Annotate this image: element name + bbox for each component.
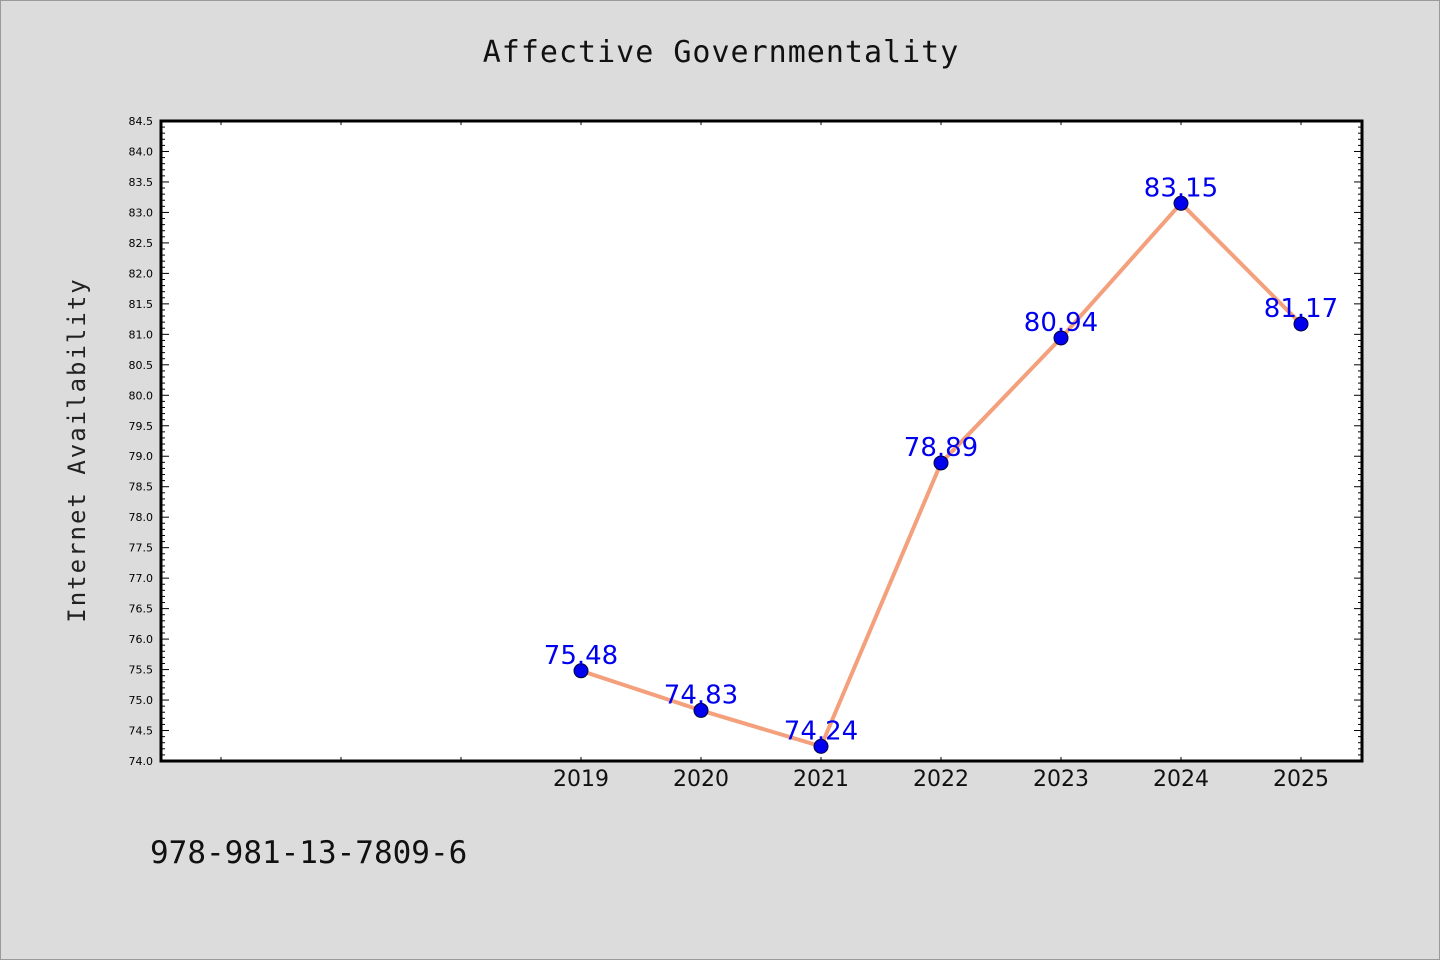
data-label: 74.83: [664, 680, 738, 710]
data-label: 78.89: [904, 433, 978, 463]
y-tick-label: 82.5: [129, 237, 154, 250]
x-tick-label: 2020: [673, 767, 729, 792]
data-label: 75.48: [544, 641, 618, 671]
y-tick-label: 77.5: [129, 542, 154, 555]
x-tick-label: 2021: [793, 767, 849, 792]
footer-code: 978-981-13-7809-6: [150, 835, 468, 871]
y-tick-label: 79.5: [129, 420, 154, 433]
data-point: [813, 738, 829, 754]
y-tick-label: 84.5: [129, 115, 154, 128]
y-tick-label: 77.0: [129, 572, 154, 585]
y-tick-label: 78.0: [129, 511, 154, 524]
x-tick-label: 2025: [1273, 767, 1329, 792]
y-tick-label: 74.0: [129, 755, 154, 768]
y-tick-label: 75.0: [129, 694, 154, 707]
y-tick-label: 84.0: [129, 145, 154, 158]
y-tick-label: 75.5: [129, 664, 154, 677]
y-tick-label: 81.5: [129, 298, 154, 311]
data-label: 83.15: [1144, 173, 1218, 203]
data-point: [933, 455, 949, 471]
chart-title: Affective Governmentality: [482, 35, 960, 70]
y-tick-label: 78.5: [129, 481, 154, 494]
plot-area: [161, 121, 1362, 761]
data-point: [573, 663, 589, 679]
y-tick-label: 80.5: [129, 359, 154, 372]
y-tick-label: 80.0: [129, 389, 154, 402]
x-tick-label: 2023: [1033, 767, 1089, 792]
y-tick-label: 83.5: [129, 176, 154, 189]
x-tick-label: 2019: [553, 767, 609, 792]
data-label: 81.17: [1264, 294, 1338, 324]
data-point: [1053, 330, 1069, 346]
y-tick-label: 81.0: [129, 328, 154, 341]
data-point: [1293, 316, 1309, 332]
y-tick-label: 82.0: [129, 267, 154, 280]
data-label: 74.24: [784, 716, 858, 746]
x-tick-label: 2022: [913, 767, 969, 792]
data-point: [693, 702, 709, 718]
y-tick-label: 79.0: [129, 450, 154, 463]
plot-frame: [159, 119, 1364, 763]
y-tick-label: 76.0: [129, 633, 154, 646]
y-tick-label: 76.5: [129, 603, 154, 616]
x-tick-label: 2024: [1153, 767, 1209, 792]
y-tick-label: 74.5: [129, 725, 154, 738]
data-label: 80.94: [1024, 308, 1098, 338]
data-point: [1173, 195, 1189, 211]
y-tick-label: 83.0: [129, 206, 154, 219]
